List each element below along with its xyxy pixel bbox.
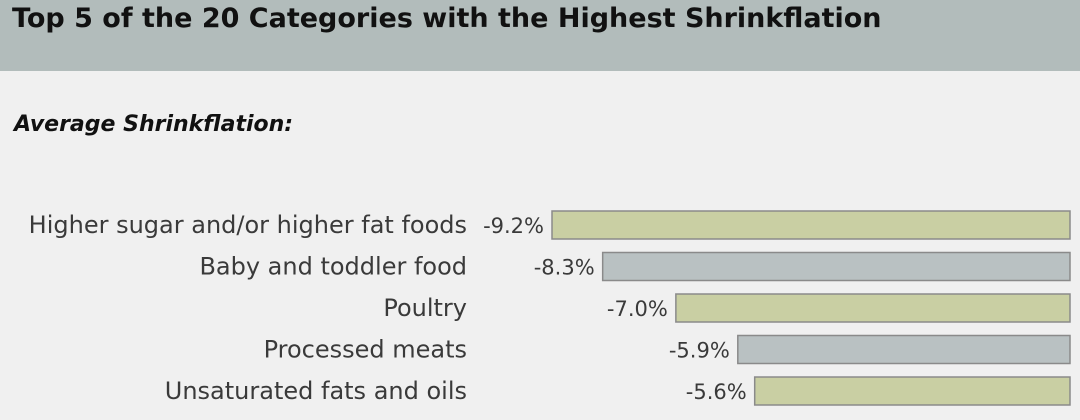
value-label: -9.2%: [483, 214, 544, 238]
value-label: -8.3%: [534, 256, 595, 280]
bar-chart: Higher sugar and/or higher fat foods -9.2…: [29, 210, 1071, 406]
bar: [737, 334, 1071, 365]
bar: [753, 376, 1071, 406]
category-label: Poultry: [383, 294, 467, 322]
bar: [675, 293, 1071, 323]
value-label: -5.9%: [669, 339, 730, 363]
title-banner: Top 5 of the 20 Categories with the High…: [0, 0, 1080, 71]
category-label: Higher sugar and/or higher fat foods: [29, 211, 467, 239]
bar: [551, 210, 1071, 240]
value-label: -5.6%: [686, 380, 747, 404]
value-label: -7.0%: [607, 297, 668, 321]
category-label: Unsaturated fats and oils: [165, 377, 467, 405]
category-label: Processed meats: [264, 336, 467, 364]
bars-group: Higher sugar and/or higher fat foods -9.2…: [29, 210, 1071, 406]
chart-subtitle: Average Shrinkflation:: [14, 112, 294, 137]
bar: [601, 251, 1071, 282]
chart-title: Top 5 of the 20 Categories with the High…: [12, 3, 882, 34]
category-label: Baby and toddler food: [199, 253, 467, 281]
